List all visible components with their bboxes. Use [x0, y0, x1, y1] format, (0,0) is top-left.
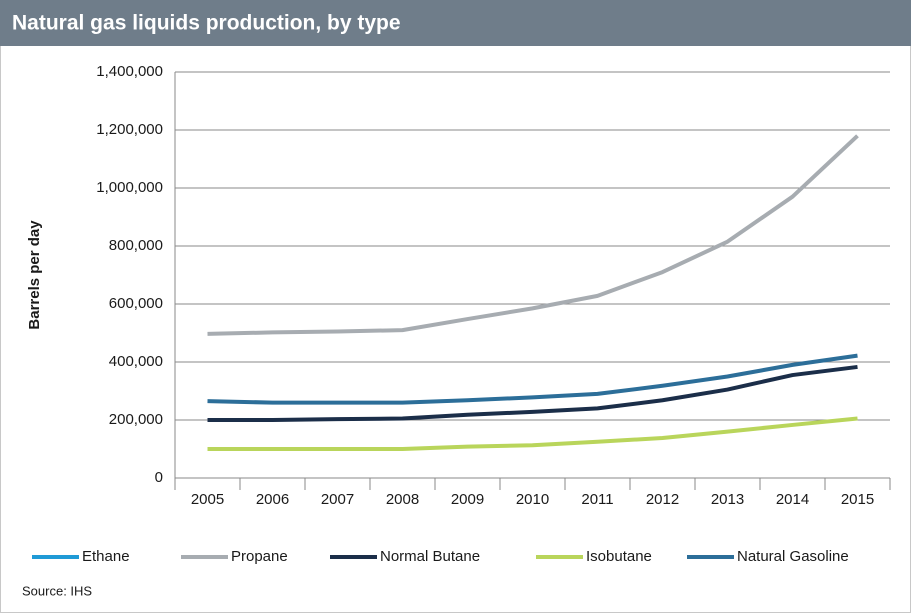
legend-label: Propane	[231, 548, 288, 565]
source: Source: IHS	[22, 583, 92, 598]
header-bar	[0, 0, 911, 46]
series-line	[207, 353, 858, 405]
x-tick-label: 2006	[256, 491, 289, 508]
x-tick-label: 2015	[841, 491, 874, 508]
y-tick-label: 1,400,000	[96, 63, 163, 80]
x-tick-label: 2007	[321, 491, 354, 508]
legend-label: Ethane	[82, 548, 130, 565]
legend-label: Isobutane	[586, 548, 652, 565]
x-tick-label: 2013	[711, 491, 744, 508]
x-tick-label: 2014	[776, 491, 809, 508]
y-tick-label: 600,000	[109, 295, 163, 312]
chart-title: Natural gas liquids production, by type	[12, 12, 401, 35]
y-tick-label: 1,000,000	[96, 179, 163, 196]
y-tick-label: 800,000	[109, 237, 163, 254]
x-tick-label: 2008	[386, 491, 419, 508]
x-tick-label: 2012	[646, 491, 679, 508]
y-tick-label: 0	[155, 469, 163, 486]
y-axis-title: Barrels per day	[26, 220, 43, 330]
y-tick-label: 200,000	[109, 411, 163, 428]
y-tick-label: 1,200,000	[96, 121, 163, 138]
series-line	[207, 364, 858, 422]
legend-label: Natural Gasoline	[737, 548, 849, 565]
x-tick-label: 2011	[581, 491, 613, 508]
series-line	[207, 416, 858, 451]
legend-label: Normal Butane	[380, 548, 480, 565]
y-tick-label: 400,000	[109, 353, 163, 370]
x-tick-label: 2009	[451, 491, 484, 508]
x-tick-label: 2005	[191, 491, 224, 508]
x-tick-label: 2010	[516, 491, 549, 508]
series-line	[207, 134, 859, 336]
